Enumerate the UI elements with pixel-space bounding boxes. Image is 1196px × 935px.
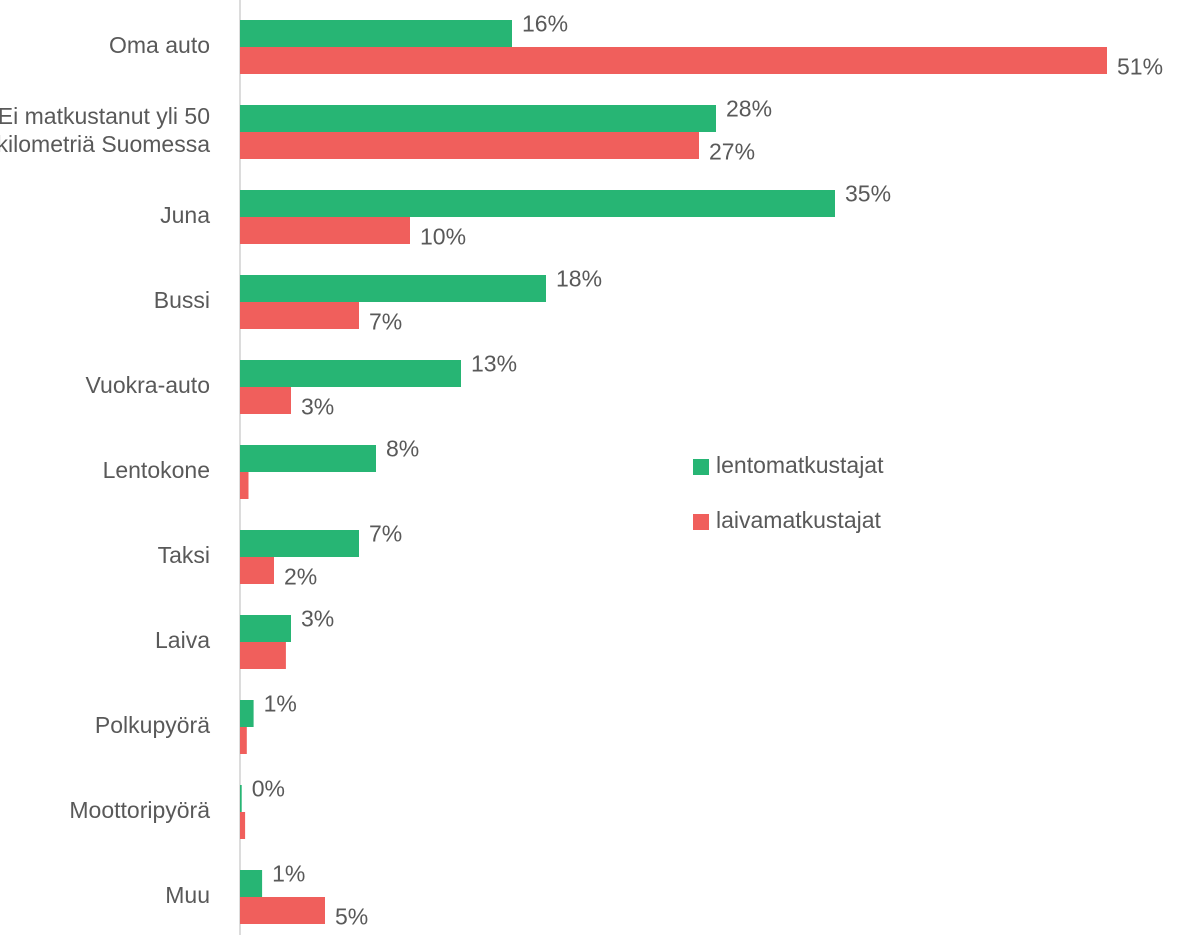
bar — [240, 132, 699, 159]
data-label: 8% — [386, 436, 419, 462]
data-label: 18% — [556, 266, 602, 292]
bar — [240, 642, 286, 669]
bar — [240, 727, 247, 754]
category-label: Polkupyörä — [95, 712, 210, 738]
bar — [240, 217, 410, 244]
bar — [240, 615, 291, 642]
bar — [240, 557, 274, 584]
bar — [240, 870, 263, 897]
category-label: Moottoripyörä — [69, 797, 210, 823]
bar — [240, 700, 254, 727]
data-label: 0% — [252, 776, 285, 802]
bar — [240, 812, 246, 839]
data-label: 5% — [335, 904, 368, 930]
category-label: Bussi — [154, 287, 210, 313]
bar — [240, 47, 1107, 74]
data-label: 35% — [845, 181, 891, 207]
bar — [240, 190, 835, 217]
data-label: 3% — [301, 606, 334, 632]
category-label: Juna — [160, 202, 210, 228]
category-label: Vuokra-auto — [86, 372, 210, 398]
bar — [240, 472, 249, 499]
legend-swatch — [693, 459, 709, 475]
bar — [240, 445, 376, 472]
bar — [240, 530, 359, 557]
bar — [240, 785, 242, 812]
bar — [240, 105, 716, 132]
data-label: 27% — [709, 139, 755, 165]
data-label: 16% — [522, 11, 568, 37]
bar — [240, 387, 291, 414]
legend-label: lentomatkustajat — [716, 452, 884, 478]
category-label: Ei matkustanut yli 50 kilometriä Suomessa — [0, 103, 210, 157]
bar — [240, 360, 461, 387]
bar — [240, 302, 359, 329]
bar — [240, 897, 325, 924]
data-label: 7% — [369, 309, 402, 335]
data-label: 51% — [1117, 54, 1163, 80]
bar — [240, 275, 546, 302]
data-label: 1% — [264, 691, 297, 717]
category-label: Muu — [165, 882, 210, 908]
data-label: 13% — [471, 351, 517, 377]
bar — [240, 20, 512, 47]
data-label: 2% — [284, 564, 317, 590]
data-label: 28% — [726, 96, 772, 122]
category-label: Lentokone — [103, 457, 210, 483]
legend-label: laivamatkustajat — [716, 507, 882, 533]
category-label: Oma auto — [109, 32, 210, 58]
data-label: 1% — [272, 861, 305, 887]
legend-swatch — [693, 514, 709, 530]
data-label: 7% — [369, 521, 402, 547]
data-label: 10% — [420, 224, 466, 250]
category-label: Laiva — [155, 627, 210, 653]
data-label: 3% — [301, 394, 334, 420]
category-label: Taksi — [158, 542, 210, 568]
